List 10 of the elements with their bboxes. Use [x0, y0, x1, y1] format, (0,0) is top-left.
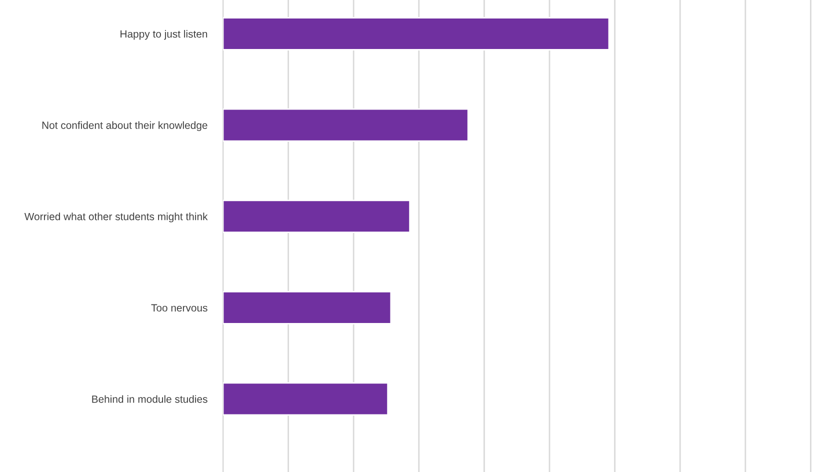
bar [223, 290, 392, 324]
bar [223, 17, 610, 50]
bar [223, 382, 389, 416]
y-tick-label: Not confident about their knowledge [42, 121, 208, 132]
bar [223, 108, 469, 142]
y-tick-label: Too nervous [151, 304, 208, 312]
y-tick-label: Behind in module studies [92, 395, 208, 403]
y-tick-label: Happy to just listen [120, 30, 208, 40]
y-tick-label: Worried what other students might think [24, 212, 208, 222]
bar [223, 200, 411, 234]
